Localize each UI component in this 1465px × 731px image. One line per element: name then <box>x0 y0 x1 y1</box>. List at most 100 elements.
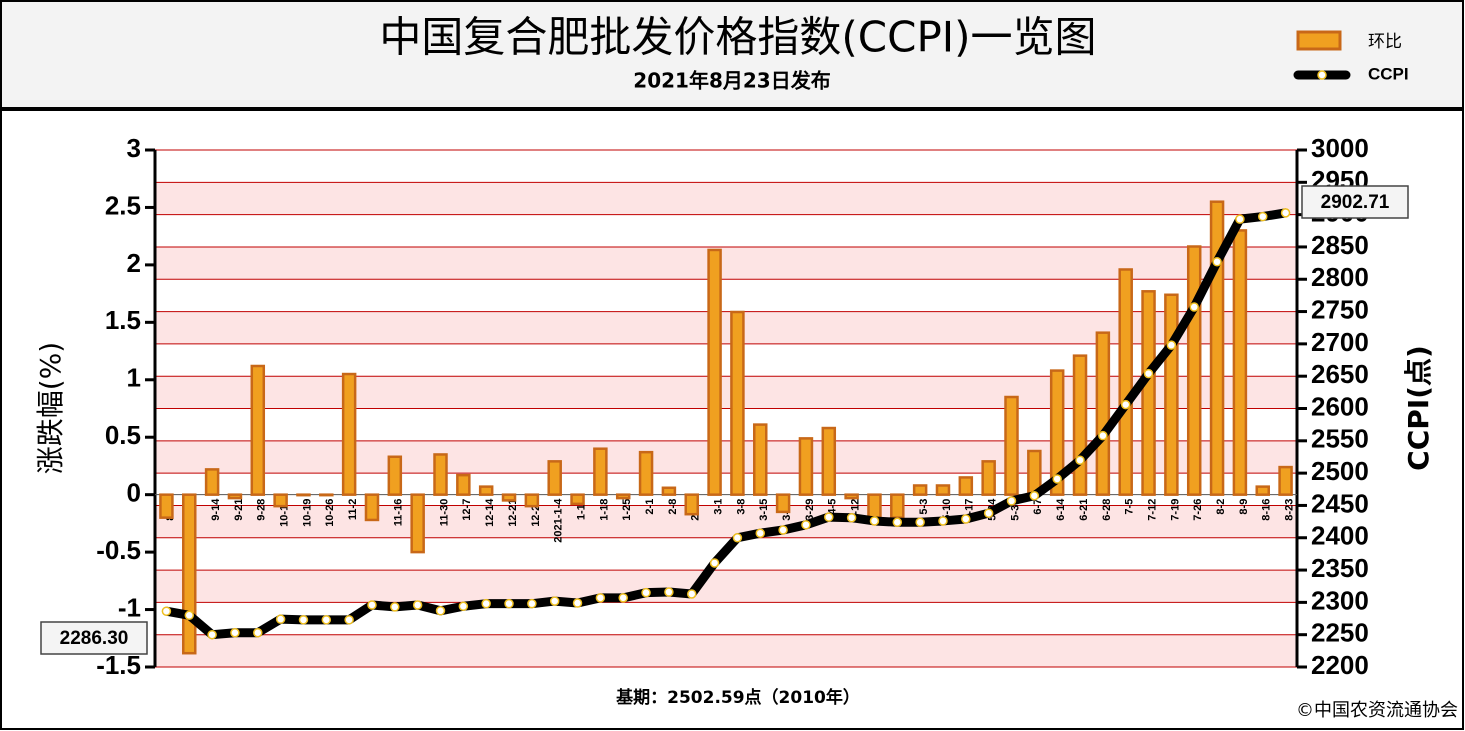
y-tick-label: -1 <box>118 592 141 622</box>
bar <box>1186 245 1202 496</box>
chart-title: 中国复合肥批发价格指数(CCPI)一览图 <box>379 13 1096 62</box>
x-tick-label: 6-21 <box>1078 499 1090 521</box>
x-tick-label: 12-7 <box>461 499 473 521</box>
line-marker <box>504 598 514 609</box>
value-label-box <box>1301 185 1409 219</box>
bar <box>159 493 174 519</box>
x-tick-label: 3-29 <box>804 499 816 521</box>
line-marker <box>527 598 537 609</box>
bar <box>981 460 996 496</box>
y-tick-label: 0 <box>127 478 141 508</box>
bar <box>250 364 266 496</box>
bar <box>296 493 311 497</box>
bar <box>570 493 585 506</box>
x-tick-label: 7-26 <box>1192 499 1204 521</box>
x-tick-label: 8-2 <box>1215 499 1227 515</box>
x-tick-label: 10-19 <box>301 499 313 527</box>
line-marker <box>1075 455 1085 465</box>
bar <box>867 493 882 519</box>
x-tick-label: 2-1 <box>644 499 656 515</box>
x-tick-label: 9-28 <box>256 499 268 521</box>
bar <box>364 493 380 522</box>
line-marker <box>1166 340 1177 350</box>
line-marker <box>1212 257 1222 267</box>
y-tick-label: 2 <box>127 248 141 278</box>
bar <box>1118 268 1133 496</box>
bar <box>638 450 654 496</box>
line-marker <box>1029 490 1040 501</box>
line-marker <box>961 514 971 524</box>
line-marker <box>275 614 286 624</box>
x-tick-label: 6-28 <box>1101 499 1113 521</box>
x-tick-label: 9-21 <box>233 499 245 521</box>
line-marker <box>1006 496 1017 506</box>
bar <box>753 423 768 496</box>
bar <box>1004 395 1019 496</box>
line-marker <box>184 610 195 621</box>
bar <box>684 493 699 516</box>
bar <box>433 453 448 496</box>
line-marker <box>1098 430 1108 441</box>
line-marker <box>938 516 948 526</box>
grid-band <box>155 182 1297 215</box>
line-marker <box>1052 474 1062 484</box>
bar <box>615 493 631 500</box>
chart-subtitle: 2021年8月23日发布 <box>633 69 830 93</box>
bar <box>844 493 859 500</box>
x-tick-label: 3-15 <box>758 499 770 521</box>
line-marker <box>686 589 697 599</box>
x-tick-label: 8-23 <box>1283 499 1295 521</box>
x-tick-label: 12-14 <box>484 498 496 527</box>
y2-tick-label: 2400 <box>1311 521 1369 551</box>
line-marker <box>801 520 811 530</box>
legend-swatch <box>1296 30 1342 51</box>
line-marker <box>161 606 172 616</box>
bar <box>958 476 974 496</box>
line-marker <box>664 587 674 597</box>
x-tick-label: 9-14 <box>210 498 222 521</box>
bar <box>593 447 608 496</box>
value-label: 2902.71 <box>1321 192 1390 213</box>
bar <box>798 437 814 496</box>
line-marker <box>481 598 491 609</box>
line-marker <box>778 525 788 535</box>
line-marker <box>412 600 423 610</box>
y2-tick-label: 2650 <box>1311 359 1369 389</box>
y2-axis-title: CCPI(点) <box>1402 345 1435 471</box>
y-axis-title: 涨跌幅(%) <box>34 342 67 474</box>
bar <box>319 493 334 497</box>
line-marker <box>824 512 834 522</box>
bar <box>821 426 837 496</box>
y2-tick-label: 2750 <box>1311 294 1369 324</box>
value-label-box <box>40 621 148 655</box>
bar <box>387 455 403 496</box>
line-marker <box>1280 208 1291 218</box>
line-marker <box>846 512 857 523</box>
bar <box>273 493 288 508</box>
bar <box>1072 354 1088 496</box>
grid-band <box>155 505 1297 538</box>
y-tick-label: -0.5 <box>96 535 141 565</box>
y2-tick-label: 2600 <box>1311 391 1369 421</box>
line-marker <box>1120 399 1131 410</box>
line-marker <box>344 615 354 625</box>
y-tick-label: 3 <box>127 133 141 163</box>
line-marker <box>321 615 332 625</box>
line-marker <box>618 593 628 603</box>
note: 基期：2502.59点（2010年） <box>615 687 860 708</box>
y-tick-label: 1.5 <box>105 305 141 335</box>
line-marker <box>1257 211 1268 222</box>
line-marker <box>207 629 217 640</box>
header <box>0 0 1464 109</box>
x-tick-label: 7-12 <box>1146 499 1158 521</box>
line-marker <box>253 627 263 638</box>
x-tick-label: 3-8 <box>735 499 747 515</box>
grid-band <box>155 634 1297 667</box>
grid-band <box>155 570 1297 603</box>
x-tick-label: 7-5 <box>1124 499 1136 515</box>
bar <box>1232 229 1248 496</box>
bar <box>1095 331 1111 496</box>
x-tick-label: 10-26 <box>324 499 336 527</box>
line-marker <box>1235 214 1245 224</box>
bar <box>182 493 197 655</box>
